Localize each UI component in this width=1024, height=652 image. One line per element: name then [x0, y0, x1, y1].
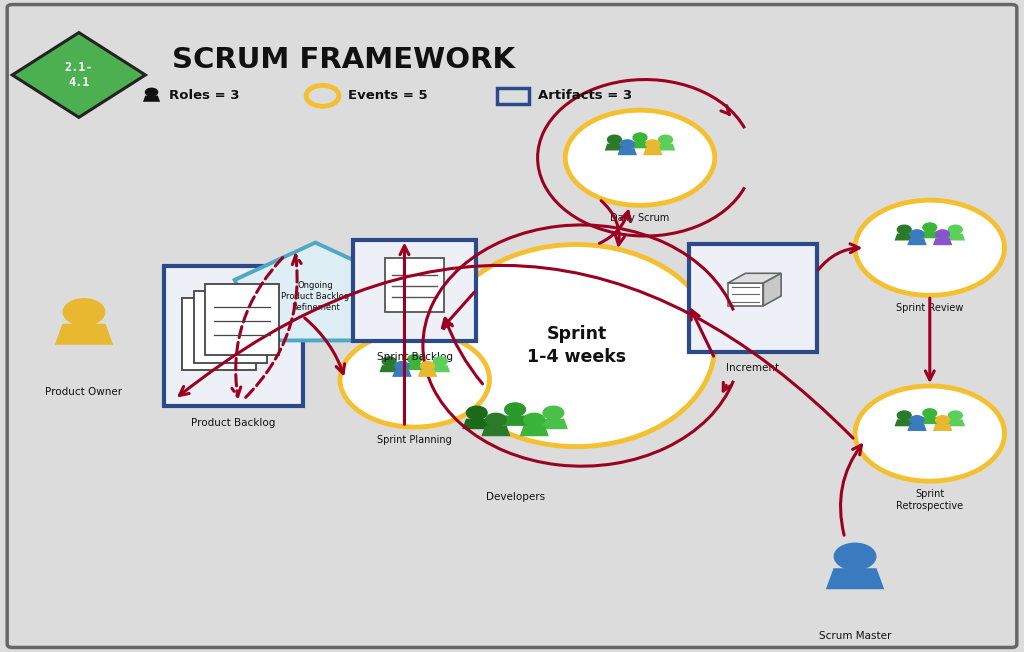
- FancyBboxPatch shape: [7, 5, 1017, 647]
- Text: Artifacts = 3: Artifacts = 3: [538, 89, 632, 102]
- Circle shape: [936, 416, 949, 424]
- Circle shape: [855, 200, 1005, 295]
- Polygon shape: [907, 424, 927, 431]
- Polygon shape: [143, 96, 160, 102]
- Polygon shape: [12, 33, 145, 117]
- Polygon shape: [501, 415, 529, 426]
- Polygon shape: [763, 273, 781, 306]
- Polygon shape: [462, 419, 492, 429]
- Polygon shape: [430, 365, 450, 372]
- Polygon shape: [907, 238, 927, 245]
- Polygon shape: [406, 363, 424, 370]
- Text: Ongoing
Product Backlog
Refinement: Ongoing Product Backlog Refinement: [282, 281, 349, 312]
- Circle shape: [621, 140, 634, 149]
- Circle shape: [565, 110, 715, 205]
- Circle shape: [505, 403, 525, 416]
- Polygon shape: [55, 324, 113, 345]
- Text: SCRUM FRAMEWORK: SCRUM FRAMEWORK: [172, 46, 515, 74]
- Circle shape: [923, 409, 937, 418]
- Text: Daily Scrum: Daily Scrum: [610, 213, 670, 223]
- Polygon shape: [921, 417, 939, 424]
- Circle shape: [948, 411, 963, 420]
- Circle shape: [466, 406, 487, 419]
- Circle shape: [485, 413, 506, 426]
- Polygon shape: [631, 141, 649, 148]
- Text: Developers: Developers: [485, 492, 545, 502]
- FancyBboxPatch shape: [353, 239, 476, 340]
- FancyBboxPatch shape: [164, 266, 303, 406]
- Circle shape: [897, 411, 911, 420]
- FancyBboxPatch shape: [182, 298, 256, 370]
- Polygon shape: [728, 273, 781, 283]
- Polygon shape: [481, 426, 511, 436]
- Polygon shape: [392, 370, 412, 377]
- Polygon shape: [380, 365, 399, 372]
- Text: Scrum Master: Scrum Master: [819, 631, 891, 641]
- Circle shape: [910, 416, 924, 424]
- Circle shape: [948, 225, 963, 234]
- Text: Sprint Backlog: Sprint Backlog: [377, 352, 453, 363]
- Polygon shape: [234, 243, 396, 340]
- Ellipse shape: [438, 244, 715, 447]
- Text: Product Owner: Product Owner: [45, 387, 123, 396]
- Circle shape: [936, 230, 949, 239]
- Polygon shape: [945, 233, 965, 241]
- Text: Sprint Review: Sprint Review: [896, 303, 964, 313]
- Circle shape: [340, 332, 489, 427]
- Circle shape: [835, 543, 876, 570]
- Polygon shape: [825, 568, 884, 589]
- Text: 2.1-
4.1: 2.1- 4.1: [65, 61, 93, 89]
- Text: Events = 5: Events = 5: [348, 89, 428, 102]
- Polygon shape: [933, 424, 952, 431]
- Polygon shape: [539, 419, 568, 429]
- Circle shape: [646, 140, 659, 149]
- Polygon shape: [933, 238, 952, 245]
- Polygon shape: [895, 233, 914, 241]
- Circle shape: [658, 135, 673, 144]
- Circle shape: [395, 362, 409, 370]
- Text: Increment: Increment: [726, 364, 779, 374]
- FancyBboxPatch shape: [205, 284, 279, 355]
- Polygon shape: [519, 426, 549, 436]
- Circle shape: [910, 230, 924, 239]
- Polygon shape: [895, 419, 914, 426]
- Circle shape: [633, 133, 647, 142]
- Circle shape: [421, 362, 434, 370]
- Circle shape: [897, 225, 911, 234]
- Polygon shape: [728, 283, 763, 306]
- FancyBboxPatch shape: [194, 291, 267, 363]
- Polygon shape: [418, 370, 437, 377]
- Polygon shape: [945, 419, 965, 426]
- Circle shape: [63, 299, 104, 325]
- Circle shape: [607, 135, 622, 144]
- FancyBboxPatch shape: [688, 244, 817, 351]
- Polygon shape: [921, 231, 939, 238]
- Circle shape: [433, 357, 447, 366]
- Circle shape: [408, 355, 422, 364]
- Polygon shape: [605, 143, 625, 151]
- Polygon shape: [643, 148, 663, 155]
- Text: Sprint Planning: Sprint Planning: [378, 435, 452, 445]
- Text: Roles = 3: Roles = 3: [169, 89, 240, 102]
- Text: Sprint
Retrospective: Sprint Retrospective: [896, 489, 964, 511]
- Circle shape: [543, 406, 564, 419]
- Circle shape: [382, 357, 396, 366]
- Circle shape: [145, 88, 158, 96]
- Text: Sprint
1-4 weeks: Sprint 1-4 weeks: [527, 325, 626, 366]
- Polygon shape: [617, 148, 637, 155]
- FancyBboxPatch shape: [385, 258, 444, 312]
- Circle shape: [524, 413, 545, 426]
- Text: Product Backlog: Product Backlog: [191, 418, 275, 428]
- Polygon shape: [655, 143, 675, 151]
- Circle shape: [855, 386, 1005, 481]
- Circle shape: [923, 223, 937, 232]
